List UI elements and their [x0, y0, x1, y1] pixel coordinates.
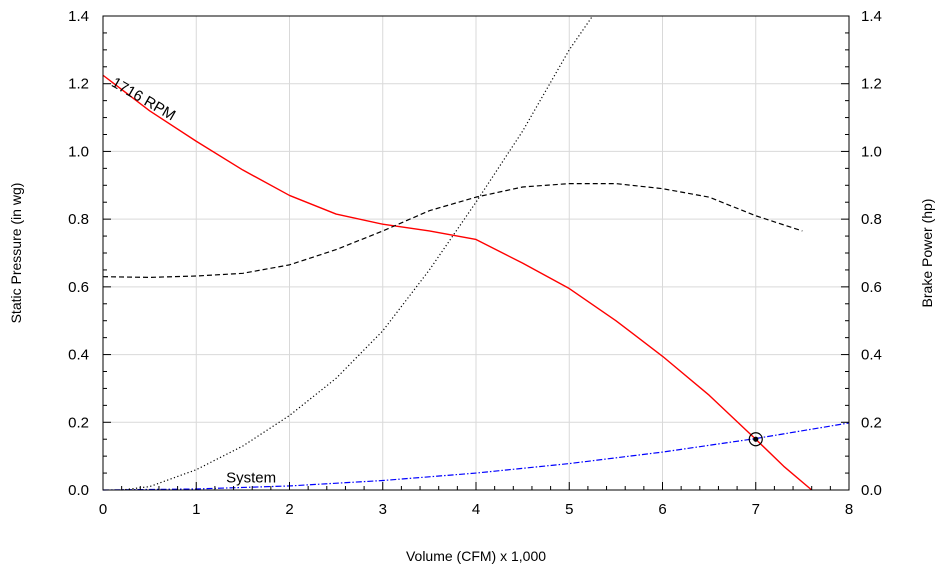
series-line-dashed-2: [102, 182, 803, 278]
y2-tick-label: 1.4: [861, 8, 882, 25]
y2-tick-label: 1.0: [861, 143, 882, 160]
series-line-dotted-3: [121, 15, 594, 491]
y-tick-label: 0.0: [68, 482, 89, 499]
y2-tick-label: 0.0: [861, 482, 882, 499]
curve-label-rpm: 1716 RPM: [108, 74, 178, 124]
x-tick-label: 3: [379, 501, 387, 518]
y2-axis-title: Brake Power (hp): [919, 199, 935, 308]
operating-point-marker: [748, 432, 763, 447]
x-tick-label: 1: [192, 501, 200, 518]
y2-tick-label: 0.2: [861, 414, 882, 431]
operating-point-dot: [753, 436, 759, 442]
series-line-1716-rpm: [102, 74, 813, 491]
y-tick-label: 1.0: [68, 143, 89, 160]
x-tick-label: 4: [472, 501, 480, 518]
y2-tick-label: 0.6: [861, 279, 882, 296]
y-tick-label: 0.2: [68, 414, 89, 431]
y-axis-title: Static Pressure (in wg): [8, 183, 24, 324]
x-tick-label: 8: [845, 501, 853, 518]
tick-layer: 0 1 2 3 4 5 6 7 8 0.0 0.2 0.4 0.6 0.8 1.0 1.2 1.4 0.0 0.2 0…: [68, 8, 882, 518]
y2-tick-label: 1.2: [861, 76, 882, 93]
y2-tick-label: 0.8: [861, 211, 882, 228]
y-tick-label: 0.4: [68, 347, 89, 364]
y-tick-label: 1.4: [68, 8, 89, 25]
x-tick-label: 2: [285, 501, 293, 518]
x-tick-label: 0: [99, 501, 107, 518]
y-tick-label: 1.2: [68, 76, 89, 93]
x-tick-label: 6: [658, 501, 666, 518]
x-tick-label: 5: [565, 501, 573, 518]
x-tick-label: 7: [752, 501, 760, 518]
series-layer: [102, 15, 850, 491]
x-axis-title: Volume (CFM) x 1,000: [406, 548, 546, 564]
grid-layer: [103, 16, 849, 490]
series-line-system: [102, 422, 850, 491]
label-layer: 1716 RPM System: [108, 74, 276, 486]
y2-tick-label: 0.4: [861, 347, 882, 364]
y-tick-label: 0.8: [68, 211, 89, 228]
curve-label-system: System: [226, 470, 276, 487]
y-tick-label: 0.6: [68, 279, 89, 296]
